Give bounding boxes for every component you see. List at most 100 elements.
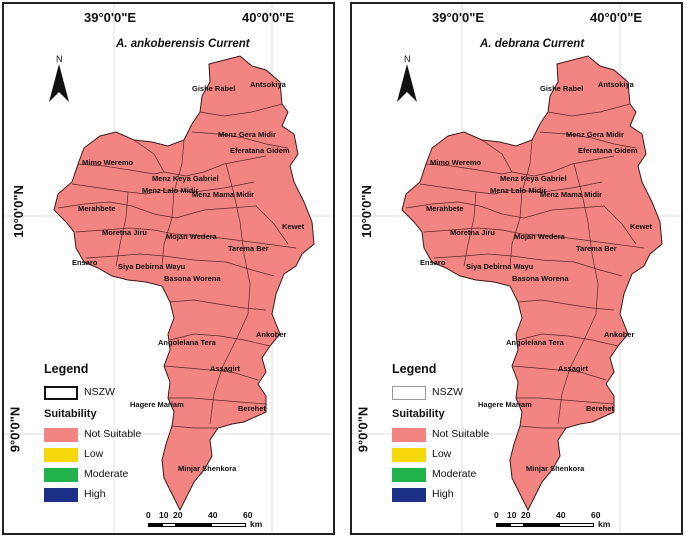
- district-boundary: [171, 425, 218, 429]
- latitude-label: 9°0'0"N: [355, 406, 371, 453]
- latitude-label: 9°0'0"N: [7, 406, 23, 453]
- district-boundary: [169, 299, 267, 311]
- place-label: Menz Keya Gabriel: [500, 174, 567, 183]
- district-boundary: [85, 253, 275, 277]
- district-boundary: [191, 131, 289, 149]
- district-boundary: [547, 103, 631, 117]
- place-label: Assagirt: [210, 364, 241, 373]
- place-label: Mojan Wedera: [166, 232, 217, 241]
- legend-label-low: Low: [84, 448, 104, 460]
- district-boundary: [433, 253, 623, 277]
- scale-tick: 20: [173, 510, 183, 520]
- north-label: N: [404, 54, 411, 64]
- district-boundary: [481, 139, 615, 177]
- place-label: Ensaro: [420, 258, 446, 267]
- place-label: Ankober: [604, 330, 635, 339]
- place-label: Menz Mama Midir: [540, 190, 603, 199]
- legend-swatch-low: [44, 448, 78, 462]
- place-label: Mimo Weremo: [430, 158, 482, 167]
- legend-suitability-title: Suitability: [392, 408, 445, 420]
- suitability-map: [352, 4, 681, 533]
- place-label: Menz Gera Midir: [218, 130, 276, 139]
- study-area-outline: [53, 55, 315, 512]
- scale-tick: 10: [159, 510, 169, 520]
- district-boundary: [519, 425, 566, 429]
- scale-bar-segment: [211, 523, 246, 527]
- place-label: Basona Worena: [512, 274, 569, 283]
- legend-swatch-not-suitable: [44, 428, 78, 442]
- place-label: Menz Keya Gabriel: [152, 174, 219, 183]
- place-label: Gishe Rabel: [192, 84, 236, 93]
- place-label: Mojan Wedera: [514, 232, 565, 241]
- district-boundary: [133, 139, 267, 177]
- place-label: Minjar Shenkora: [526, 464, 585, 473]
- district-boundary: [425, 163, 513, 175]
- district-boundary: [405, 201, 605, 219]
- longitude-label: 40°0'0"E: [242, 10, 295, 25]
- district-boundary: [517, 333, 619, 347]
- map-panel-ankoberensis: 39°0'0"E 40°0'0"E 10°0'0"N 9°0'0"N A. an…: [2, 2, 335, 535]
- study-area-region: [402, 56, 662, 510]
- place-label: Kewet: [630, 222, 653, 231]
- place-label: Mimo Weremo: [82, 158, 134, 167]
- place-label: Antsokiya: [250, 80, 286, 89]
- district-boundary: [71, 181, 255, 195]
- place-label: Menz Lalo Midir: [490, 186, 547, 195]
- study-area-outline: [401, 55, 663, 512]
- place-label: Merahbete: [426, 204, 464, 213]
- place-label: Siya Debirna Wayu: [466, 262, 534, 271]
- legend-label-not-suitable: Not Suitable: [432, 428, 490, 440]
- place-label: Menz Gera Midir: [566, 130, 624, 139]
- legend-swatch-low: [392, 448, 426, 462]
- district-boundary: [115, 191, 129, 267]
- scale-bar-segment: [162, 523, 176, 527]
- district-boundary: [509, 139, 533, 267]
- scale-tick: 60: [243, 510, 253, 520]
- district-boundary: [423, 227, 645, 249]
- scale-tick: 0: [494, 510, 499, 520]
- place-label: Eferatana Gidem: [230, 146, 290, 155]
- district-boundary: [163, 365, 259, 381]
- legend-label-high: High: [84, 488, 106, 500]
- latitude-label: 10°0'0"N: [10, 185, 26, 238]
- legend-label-moderate: Moderate: [432, 468, 477, 480]
- district-boundary: [557, 163, 599, 425]
- district-boundary: [539, 131, 637, 149]
- district-boundary: [75, 227, 297, 249]
- scale-bar-segment: [176, 523, 211, 527]
- place-label: Tarema Ber: [228, 244, 269, 253]
- place-label: Tarema Ber: [576, 244, 617, 253]
- place-label: Berehet: [238, 404, 266, 413]
- legend-swatch-boundary: [44, 386, 78, 400]
- district-boundary: [169, 333, 271, 347]
- scale-tick: 40: [208, 510, 218, 520]
- legend-title: Legend: [392, 362, 437, 376]
- place-label: Moretna Jiru: [102, 228, 148, 237]
- district-boundary: [419, 181, 603, 195]
- map-panel-debrana: 39°0'0"E 40°0'0"E 10°0'0"N 9°0'0"N A. de…: [350, 2, 683, 535]
- longitude-label: 40°0'0"E: [590, 10, 643, 25]
- scale-tick: 60: [591, 510, 601, 520]
- scale-tick: 20: [521, 510, 531, 520]
- district-boundary: [77, 163, 165, 175]
- legend-label-not-suitable: Not Suitable: [84, 428, 142, 440]
- place-label: Menz Lalo Midir: [142, 186, 199, 195]
- place-label: Kewet: [282, 222, 305, 231]
- north-label: N: [56, 54, 63, 64]
- scale-bar-segment: [524, 523, 559, 527]
- scale-bar-segment: [510, 523, 524, 527]
- place-label: Ankober: [256, 330, 287, 339]
- place-label: Siya Debirna Wayu: [118, 262, 186, 271]
- place-label: Gishe Rabel: [540, 84, 584, 93]
- legend-swatch-boundary: [392, 386, 426, 400]
- district-boundary: [168, 397, 267, 405]
- legend-label-moderate: Moderate: [84, 468, 129, 480]
- scale-bar-segment: [148, 523, 162, 527]
- place-label: Hagere Mariam: [130, 400, 184, 409]
- place-label: Basona Worena: [164, 274, 221, 283]
- district-boundary: [161, 139, 185, 267]
- study-area-region: [54, 56, 314, 510]
- longitude-label: 39°0'0"E: [432, 10, 485, 25]
- legend-swatch-moderate: [392, 468, 426, 482]
- place-label: Menz Mama Midir: [192, 190, 255, 199]
